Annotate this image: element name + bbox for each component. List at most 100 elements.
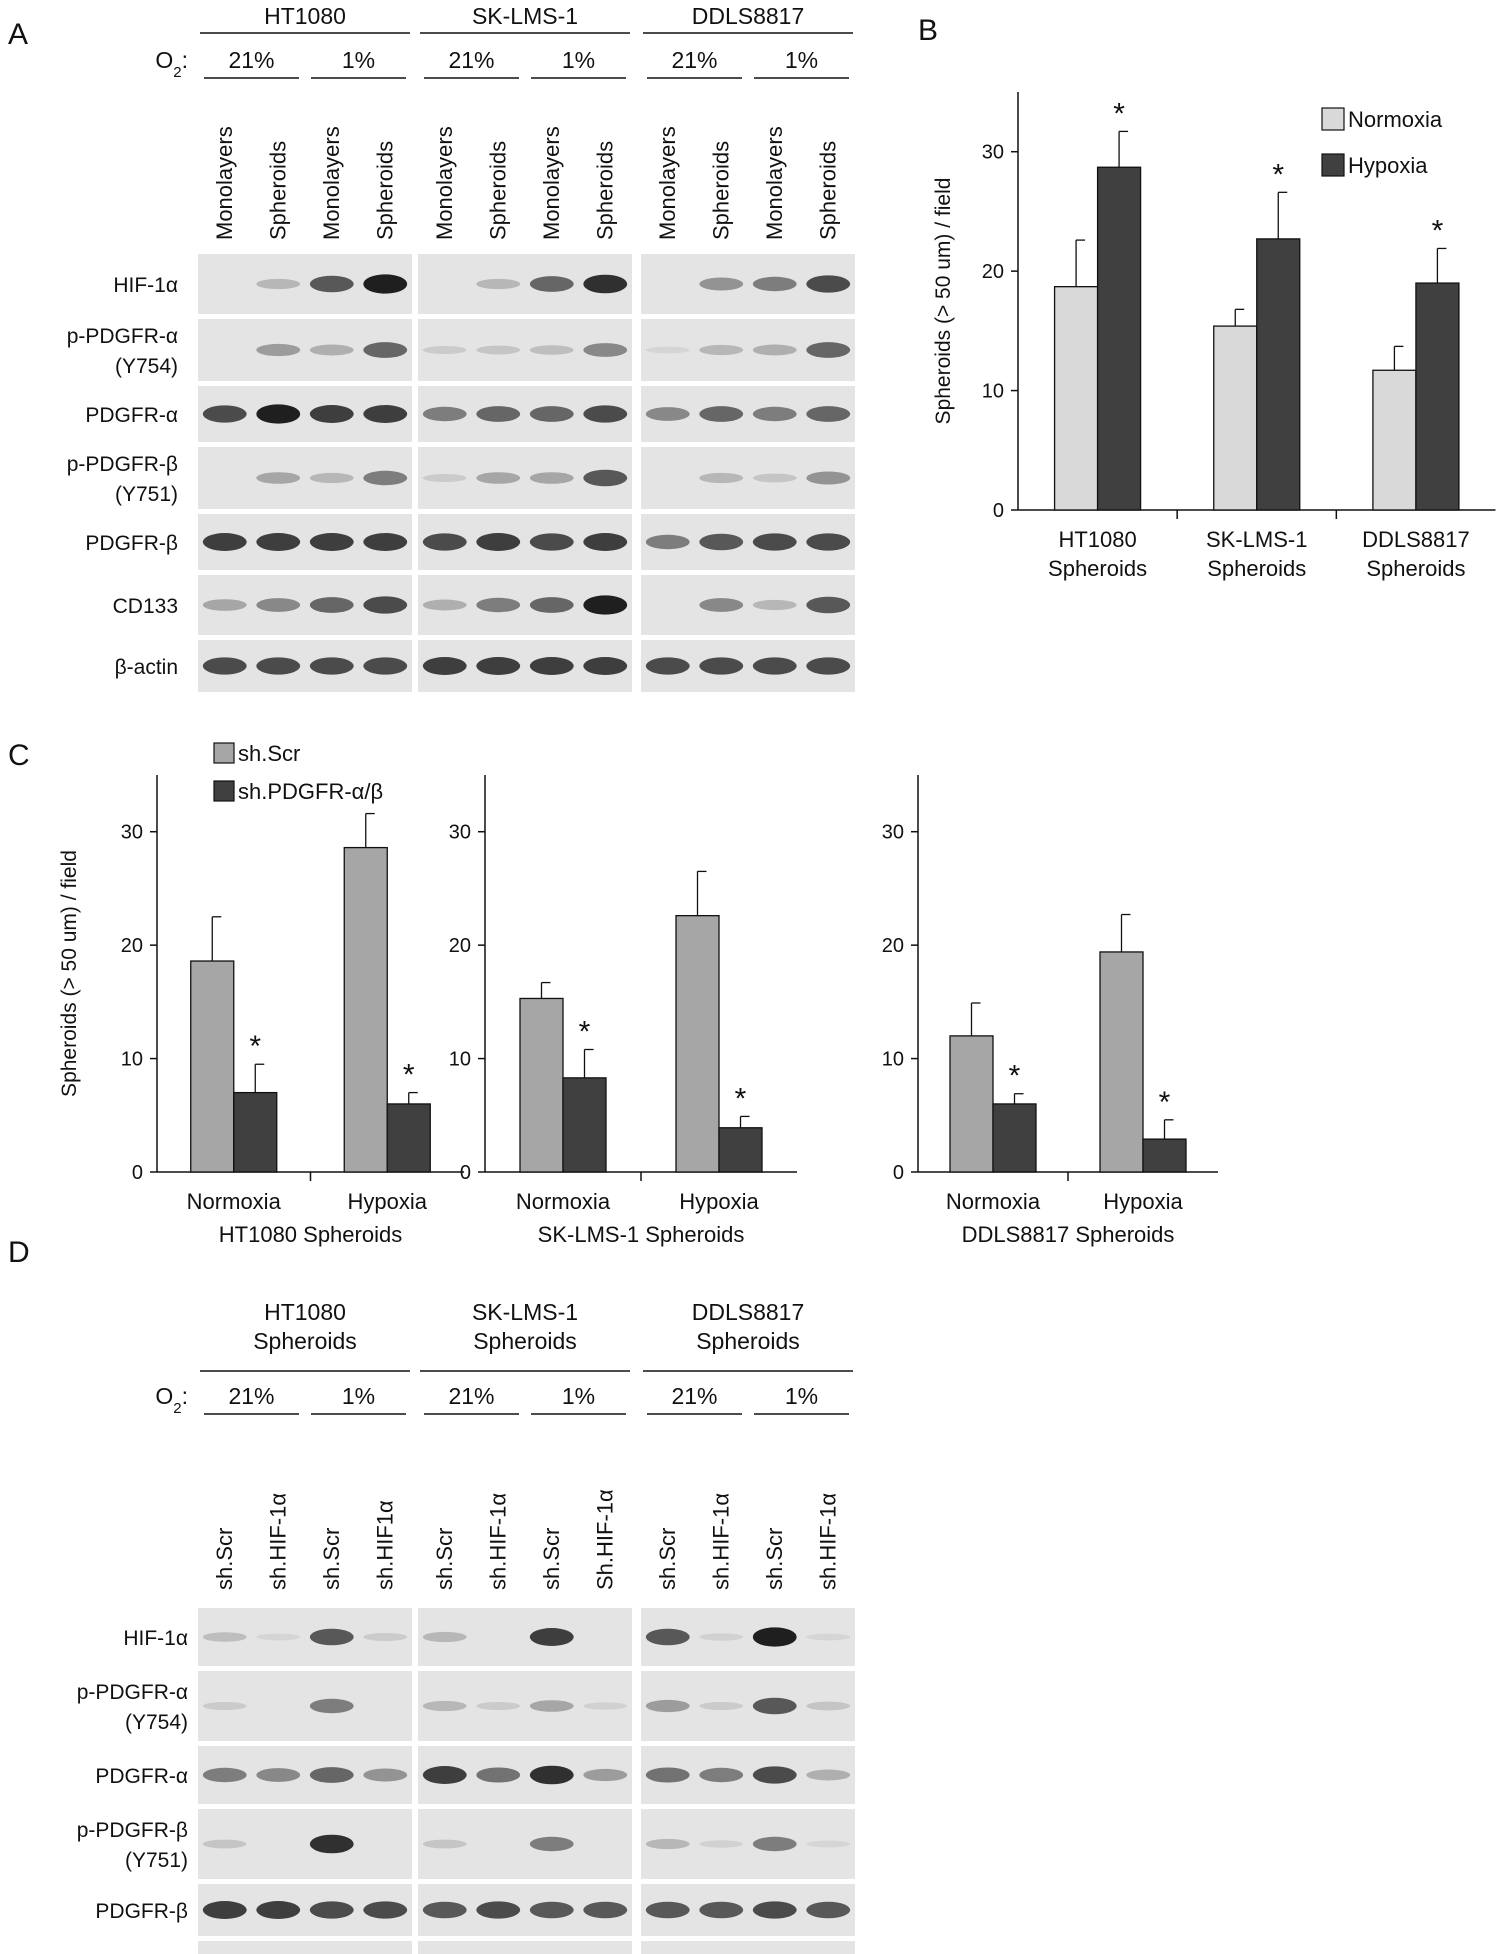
D-band [529,1836,574,1852]
D-row-label: (Y754) [125,1711,188,1734]
A-band [583,274,628,294]
C-chart-2-bar [992,1103,1037,1173]
A-row-label: (Y754) [115,355,178,378]
D-band [363,1632,408,1642]
C-chart-0-y-tick-label: 10 [121,1049,143,1071]
A-group-name: DDLS8817 [692,3,805,29]
D-row-3: p-PDGFR-β (Y751) [77,1809,855,1879]
A-band [309,472,354,484]
C-chart-1-y-tick-label: 0 [460,1162,471,1184]
A-row-0: HIF-1α [113,254,855,314]
C-chart-0-bar [233,1091,278,1173]
A-condition-label: 1% [562,47,595,73]
C-chart-2-y-tick-label: 30 [882,822,904,844]
C-chart-0-bar [386,1103,431,1173]
A-band [699,533,744,551]
D-row-label: PDGFR-β [95,1900,188,1923]
A-band [309,533,354,551]
A-band [806,406,851,422]
A-band [476,533,521,551]
A-lane-label: Spheroids [815,141,840,240]
D-band [422,1839,467,1849]
A-lane-label: Monolayers [212,126,237,240]
D-lane-label: sh.Scr [655,1528,680,1590]
A-band [476,278,521,290]
A-lane-label: Monolayers [319,126,344,240]
A-group-1: SK-LMS-1 21% 1% Monolayers Spheroids Monolaye… [420,3,630,240]
A-condition-label: 1% [342,47,375,73]
A-band [699,406,744,422]
D-band [645,1628,690,1646]
A-band [529,657,574,675]
A-row-label: PDGFR-β [85,532,178,555]
A-lane-label: Spheroids [485,141,510,240]
D-lane-label: sh.Scr [432,1528,457,1590]
C-chart-0-category-label: Normoxia [187,1189,282,1214]
C-chart-1-y-tick-label: 30 [449,822,471,844]
B-panel-letter: B [918,14,938,47]
A-band [752,276,797,292]
A-band [752,599,797,611]
D-lane-label: sh.HIF-1α [485,1493,510,1590]
C-chart-2-y-tick-label: 0 [893,1162,904,1184]
D-condition-label: 21% [671,1383,717,1409]
C-chart-0-bar [190,960,235,1173]
A-band [309,657,354,675]
D-row-label: PDGFR-α [95,1765,188,1788]
A-blot: A O2: HT1080 21% 1% Monolayers Spheroids Monola… [8,3,855,692]
A-band [529,345,574,355]
D-group-2: DDLS8817 Spheroids 21% 1% sh.Scr sh.HIF-1α sh.… [643,1299,853,1590]
C-chart-2-bar [1099,951,1144,1173]
C-chart-1-x-axis-label: SK-LMS-1 Spheroids [538,1222,745,1247]
A-band [256,278,301,290]
C-chart-0-x-axis-label: HT1080 Spheroids [219,1222,402,1247]
C-chart-1-significance-mark: * [579,1015,591,1048]
C-legend-swatch [213,742,235,764]
A-o2-label: O2: [155,47,188,81]
A-band [256,533,301,551]
A-row-5: CD133 [113,575,855,635]
A-band [202,657,247,675]
D-lane-label: sh.Scr [212,1528,237,1590]
C-chart-1-significance-mark: * [735,1082,747,1115]
D-blot-strip [418,1941,632,1954]
D-band [202,1839,247,1849]
A-band [202,405,247,423]
B-chart-category-label: SK-LMS-1 [1206,527,1307,552]
D-band [309,1698,354,1714]
B-chart-y-tick-label: 20 [982,261,1004,283]
C-chart-1-y-tick-label: 20 [449,935,471,957]
C-legend: sh.Scr sh.PDGFR-α/β [213,741,383,804]
A-band [256,404,301,424]
D-band [699,1701,744,1711]
A-band [476,657,521,675]
C-chart-1-bar [519,997,564,1173]
D-band [752,1697,797,1715]
C-chart-0-significance-mark: * [249,1030,261,1063]
A-band [422,533,467,551]
D-lane-label: sh.Scr [319,1528,344,1590]
D-band [752,1901,797,1919]
D-band [476,1901,521,1919]
D-o2-label: O2: [155,1383,188,1417]
B-legend-label: Normoxia [1348,107,1443,132]
C-chart-0-bar [343,846,388,1173]
D-panel-letter: D [8,1236,30,1269]
D-row-5: β-actin [198,1941,855,1954]
A-band [806,657,851,675]
B-chart-bar [1256,238,1301,511]
D-row-label: (Y751) [125,1849,188,1872]
D-band [806,1840,851,1848]
D-blot: D O2: HT1080 Spheroids 21% 1% sh.Scr sh.HIF-1α s… [8,1236,855,1954]
A-band [256,472,301,484]
D-band [422,1901,467,1919]
A-band [363,596,408,614]
A-band [752,473,797,483]
D-band [806,1769,851,1781]
D-band [309,1767,354,1783]
A-band [309,405,354,423]
B-chart-significance-mark: * [1272,158,1284,191]
D-lane-label: Sh.HIF-1α [592,1489,617,1590]
B-chart-bar [1415,282,1460,511]
D-lane-label: sh.HIF-1α [815,1493,840,1590]
